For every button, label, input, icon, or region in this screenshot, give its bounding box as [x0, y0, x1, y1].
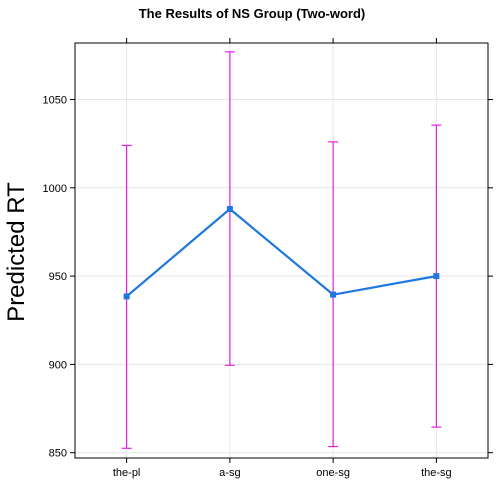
x-tick-label: the-sg	[421, 467, 452, 479]
x-tick-label: one-sg	[316, 467, 350, 479]
y-tick-label: 950	[49, 271, 67, 283]
series-line	[125, 207, 437, 298]
data-point	[226, 206, 233, 212]
plot-frame	[74, 42, 489, 459]
errorbar-layer	[121, 51, 442, 449]
y-tick-label: 1000	[43, 183, 67, 195]
data-point	[330, 291, 337, 298]
x-tick-label: a-sg	[219, 467, 240, 479]
y-tick-label: 850	[49, 448, 67, 460]
y-tick-label: 1050	[43, 95, 67, 107]
data-point	[123, 293, 130, 300]
y-tick-label: 900	[49, 359, 67, 371]
x-tick-label: the-pl	[113, 467, 141, 479]
data-point	[433, 273, 440, 280]
y-axis-label: Predicted RT	[3, 182, 30, 322]
chart-title: The Results of NS Group (Two-word)	[139, 6, 366, 21]
axis-ticks-layer: the-pl a-sg one-sg the-sg 850 900 950 1000 1050	[43, 38, 493, 479]
series-layer	[123, 206, 440, 300]
